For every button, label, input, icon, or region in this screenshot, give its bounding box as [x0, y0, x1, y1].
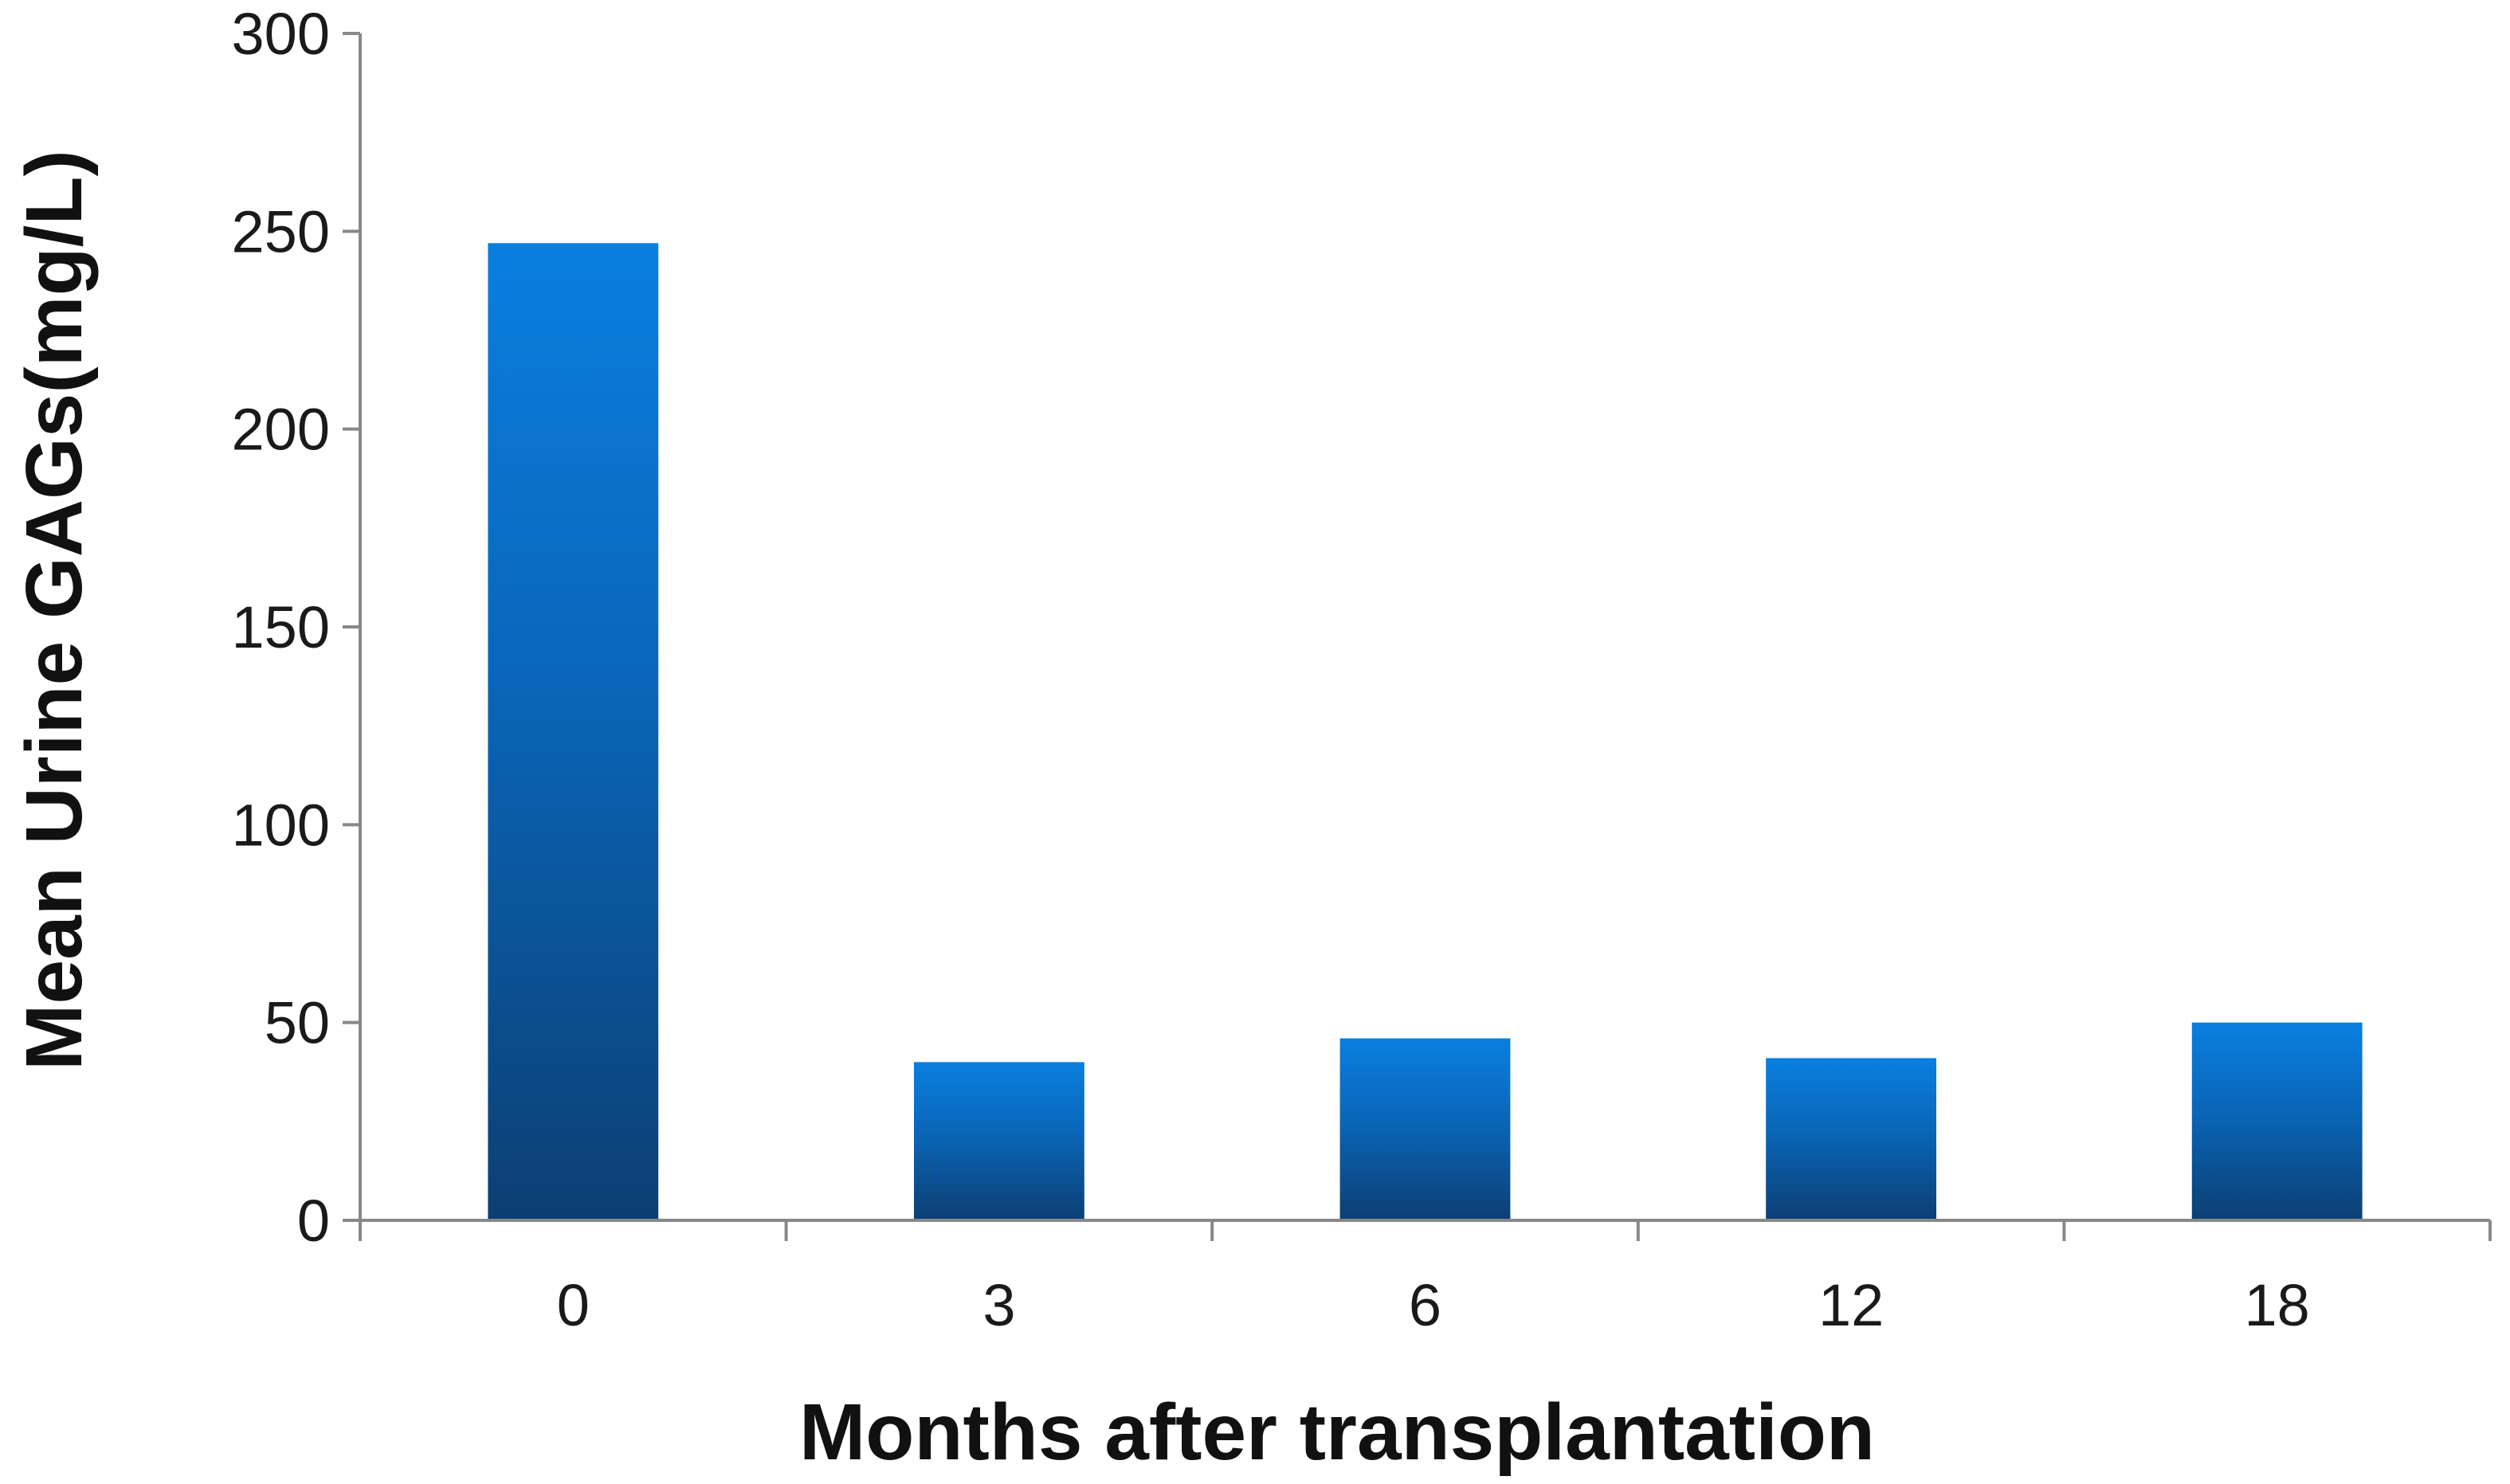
y-tick-label: 0 — [297, 1188, 330, 1254]
y-tick-label: 150 — [232, 594, 330, 660]
y-tick-label: 300 — [232, 1, 330, 67]
x-tick-label: 6 — [1409, 1272, 1441, 1338]
bars — [488, 243, 2363, 1220]
bar-3-months — [913, 1062, 1084, 1220]
x-tick-label: 0 — [557, 1272, 590, 1338]
plot-area: 0 50 100 150 200 250 300 0 3 6 12 18 — [232, 1, 2492, 1338]
x-axis-ticks: 0 3 6 12 18 — [359, 1220, 2492, 1338]
y-tick-label: 50 — [265, 990, 330, 1056]
bar-12-months — [1766, 1058, 1937, 1220]
x-tick-label: 12 — [1818, 1272, 1884, 1338]
y-axis-title: Mean Urine GAGs(mg/L) — [10, 150, 99, 1071]
x-tick-label: 3 — [982, 1272, 1015, 1338]
x-axis-title: Months after transplantation — [799, 1388, 1875, 1477]
y-tick-label: 200 — [232, 397, 330, 463]
y-tick-label: 250 — [232, 198, 330, 264]
bar-0-months — [488, 243, 659, 1220]
y-axis-ticks: 0 50 100 150 200 250 300 — [232, 1, 360, 1254]
bar-6-months — [1339, 1038, 1511, 1220]
bar-18-months — [2191, 1022, 2363, 1220]
y-tick-label: 100 — [232, 792, 330, 858]
x-tick-label: 18 — [2245, 1272, 2310, 1338]
